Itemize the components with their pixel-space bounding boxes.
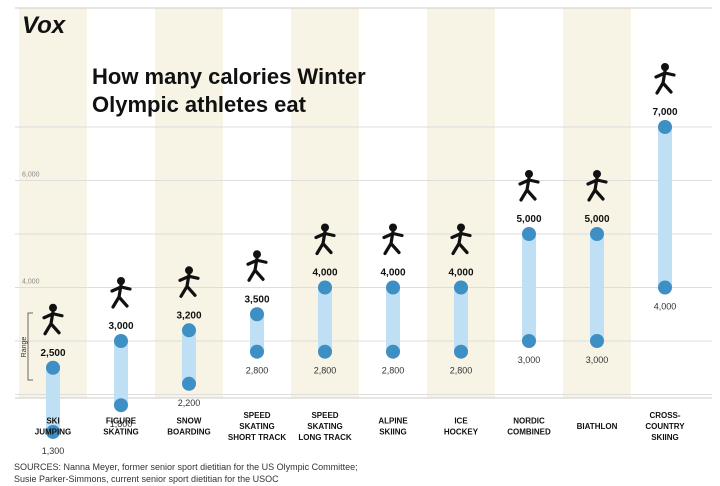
low-value-label: 1,300 xyxy=(42,446,65,456)
athlete-icon xyxy=(654,63,676,95)
high-point xyxy=(590,227,604,241)
low-value-label: 4,000 xyxy=(654,302,677,312)
low-value-label: 3,000 xyxy=(586,355,609,365)
low-point xyxy=(114,398,128,413)
high-point xyxy=(658,120,672,134)
chart-title-line2: Olympic athletes eat xyxy=(92,92,307,117)
high-value-label: 4,000 xyxy=(448,268,473,279)
high-point xyxy=(250,307,264,322)
vox-logo: Vox xyxy=(22,12,67,39)
high-value-label: 4,000 xyxy=(380,268,405,279)
athlete-icons xyxy=(42,63,676,336)
low-value-label: 2,800 xyxy=(314,366,337,376)
athlete-icon xyxy=(178,266,200,298)
high-point xyxy=(454,280,468,295)
range-bar xyxy=(454,287,468,352)
range-bars xyxy=(46,120,672,439)
low-value-label: 1,800 xyxy=(110,419,133,429)
athlete-icon xyxy=(314,223,336,256)
y-tick-label: 4,000 xyxy=(22,279,40,286)
low-point xyxy=(318,344,332,359)
low-point xyxy=(522,334,536,348)
category-label: SNOW BOARDING xyxy=(167,417,211,437)
high-point xyxy=(182,323,196,338)
sources-line-2: Susie Parker-Simmons, current senior spo… xyxy=(14,474,279,484)
y-tick-label: 6,000 xyxy=(22,172,40,179)
category-label: CROSS-COUNTRY SKIING xyxy=(645,411,685,442)
high-value-label: 3,200 xyxy=(176,310,201,321)
range-bar xyxy=(386,287,400,352)
high-value-label: 3,500 xyxy=(244,294,269,305)
category-label: SKI JUMPING xyxy=(35,417,71,437)
category-label: NORDIC COMBINED xyxy=(507,417,551,437)
range-bar xyxy=(46,367,60,432)
high-value-label: 4,000 xyxy=(312,268,337,279)
high-point xyxy=(386,280,400,295)
gridlines xyxy=(15,7,712,399)
category-labels: SKI JUMPING FIGURE SKATING SNOW BOARDING SPEED… xyxy=(35,411,686,442)
low-point xyxy=(658,280,672,295)
high-point xyxy=(46,360,60,375)
low-point xyxy=(590,334,604,348)
low-point xyxy=(454,344,468,359)
high-value-label: 5,000 xyxy=(516,214,541,225)
range-bar xyxy=(114,341,128,406)
athlete-icon xyxy=(246,250,268,282)
category-label: ICE HOCKEY xyxy=(444,417,479,437)
category-label: BIATHLON xyxy=(577,422,618,431)
low-point xyxy=(250,344,264,359)
athlete-icon xyxy=(382,223,404,256)
category-label: SPEED SKATING LONG TRACK xyxy=(298,411,352,442)
high-point xyxy=(318,280,332,295)
athlete-icon xyxy=(586,170,608,202)
athlete-icon xyxy=(450,223,472,256)
low-point xyxy=(182,376,196,391)
high-value-label: 5,000 xyxy=(584,214,609,225)
range-bar xyxy=(658,127,672,288)
category-label: ALPINE SKIING xyxy=(378,417,408,437)
sources-line-1: SOURCES: Nanna Meyer, former senior spor… xyxy=(14,462,358,472)
y-tick-labels: 4,000 6,000 xyxy=(22,172,40,286)
range-bar xyxy=(590,234,604,341)
range-bar xyxy=(250,314,264,352)
low-point xyxy=(386,344,400,359)
range-key-label: Range xyxy=(21,337,28,358)
column-band xyxy=(19,8,87,398)
low-point xyxy=(46,424,60,439)
low-value-label: 2,200 xyxy=(178,398,201,408)
athlete-icon xyxy=(110,277,132,309)
category-label: FIGURE SKATING xyxy=(103,417,138,437)
high-value-label: 2,500 xyxy=(40,348,65,359)
value-labels: 2,500 1,300 3,000 1,800 3,200 2,200 3,500 2,800… xyxy=(40,107,677,456)
range-bar xyxy=(318,287,332,352)
high-point xyxy=(114,334,128,348)
athlete-icon xyxy=(518,170,540,202)
category-label: SPEED SKATING SHORT TRACK xyxy=(228,411,286,442)
low-value-label: 2,800 xyxy=(382,366,405,376)
low-value-label: 2,800 xyxy=(246,366,269,376)
high-value-label: 7,000 xyxy=(652,107,677,118)
chart-title-line1: How many calories Winter xyxy=(92,64,366,89)
range-bar xyxy=(522,234,536,341)
range-key: Range xyxy=(21,312,33,381)
high-value-label: 3,000 xyxy=(108,321,133,332)
high-point xyxy=(522,227,536,241)
range-bar xyxy=(182,330,196,384)
low-value-label: 3,000 xyxy=(518,355,541,365)
range-bracket xyxy=(27,312,33,381)
low-value-label: 2,800 xyxy=(450,366,473,376)
athlete-icon xyxy=(42,303,64,336)
